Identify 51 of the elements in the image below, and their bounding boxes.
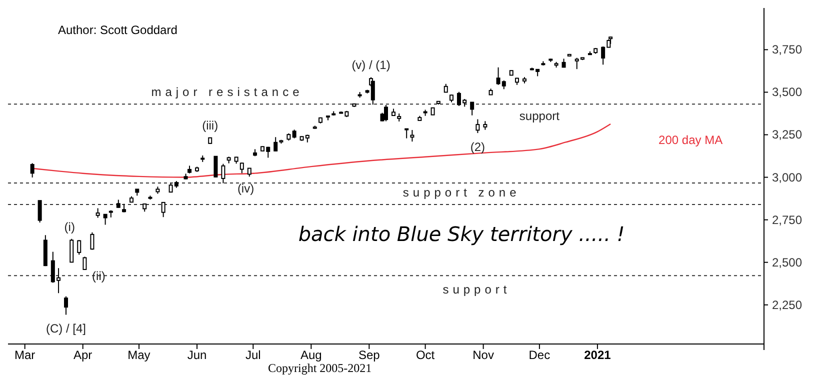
text: Copyright 2005-2021	[268, 361, 372, 375]
x-tick-label: Dec	[528, 348, 550, 362]
candlestick	[30, 162, 34, 178]
y-tick-label: 3,750	[772, 42, 802, 57]
candlestick	[476, 118, 480, 134]
ref-line-label: support	[442, 282, 511, 297]
text: Author: Scott Goddard	[58, 23, 178, 37]
candlestick	[103, 214, 108, 226]
x-tick-label: Jul	[245, 348, 261, 362]
annotation: (v) / (1)	[352, 58, 390, 72]
candlestick	[90, 232, 94, 250]
annotation: (2)	[470, 140, 486, 154]
x-tick-label: Apr	[74, 348, 92, 362]
candlestick	[64, 296, 68, 316]
candlestick	[82, 256, 87, 270]
candlestick	[214, 156, 218, 178]
candlestick	[221, 163, 226, 184]
annotation: (C) / [4]	[46, 322, 86, 336]
candlestick	[384, 104, 388, 122]
candlestick	[470, 102, 474, 116]
x-tick-label: Aug	[300, 348, 322, 362]
x-tick-label: May	[128, 348, 150, 362]
y-tick-label: 3,000	[772, 170, 802, 184]
ref-line-label: major resistance	[151, 85, 304, 100]
x-tick-label: Oct	[416, 348, 436, 362]
x-tick-label: Jun	[187, 348, 207, 362]
candlestick	[240, 162, 244, 174]
y-tick-label: 2,250	[772, 298, 802, 312]
x-tick-label: Mar	[14, 348, 36, 362]
candlestick	[410, 129, 414, 142]
x-tick-label: Nov	[472, 348, 494, 362]
candlestick	[38, 200, 42, 224]
x-tick-label: 2021	[584, 348, 612, 362]
annotation: (iii)	[202, 118, 218, 133]
y-tick-label: 3,250	[772, 128, 802, 142]
annotation: (iv)	[237, 182, 254, 196]
annotation: (ii)	[92, 268, 106, 283]
text: 200 day MA	[658, 133, 723, 148]
candlestick	[96, 208, 100, 218]
candlestick	[70, 238, 74, 263]
candlestick	[404, 128, 409, 139]
ref-line-label: support zone	[402, 185, 520, 200]
y-tick-label: 3,500	[772, 85, 802, 100]
y-tick-label: 2,750	[772, 212, 802, 227]
y-tick-label: 2,500	[772, 255, 802, 270]
annotation: support	[519, 109, 560, 124]
x-tick-label: Sep	[358, 348, 380, 362]
candlestick	[77, 240, 82, 256]
annotation: (i)	[64, 220, 75, 234]
candlestick	[161, 202, 166, 218]
text: back into Blue Sky territory ..... !	[298, 222, 625, 246]
